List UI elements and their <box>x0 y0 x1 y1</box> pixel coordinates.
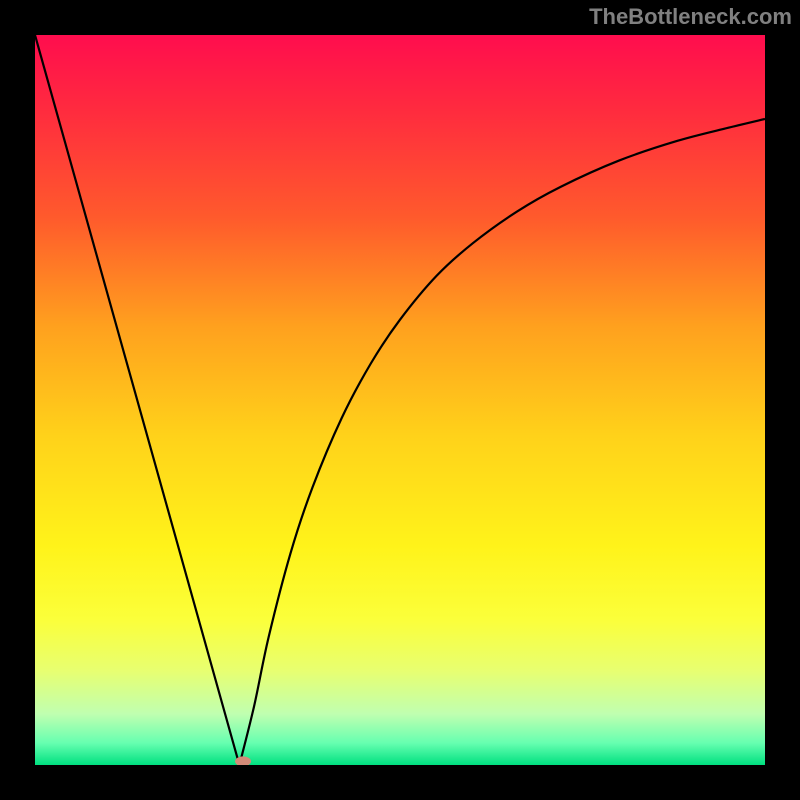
gradient-background <box>35 35 765 765</box>
chart-svg <box>35 35 765 765</box>
outer-frame: TheBottleneck.com <box>0 0 800 800</box>
watermark-text: TheBottleneck.com <box>589 4 792 30</box>
plot-area <box>35 35 765 765</box>
